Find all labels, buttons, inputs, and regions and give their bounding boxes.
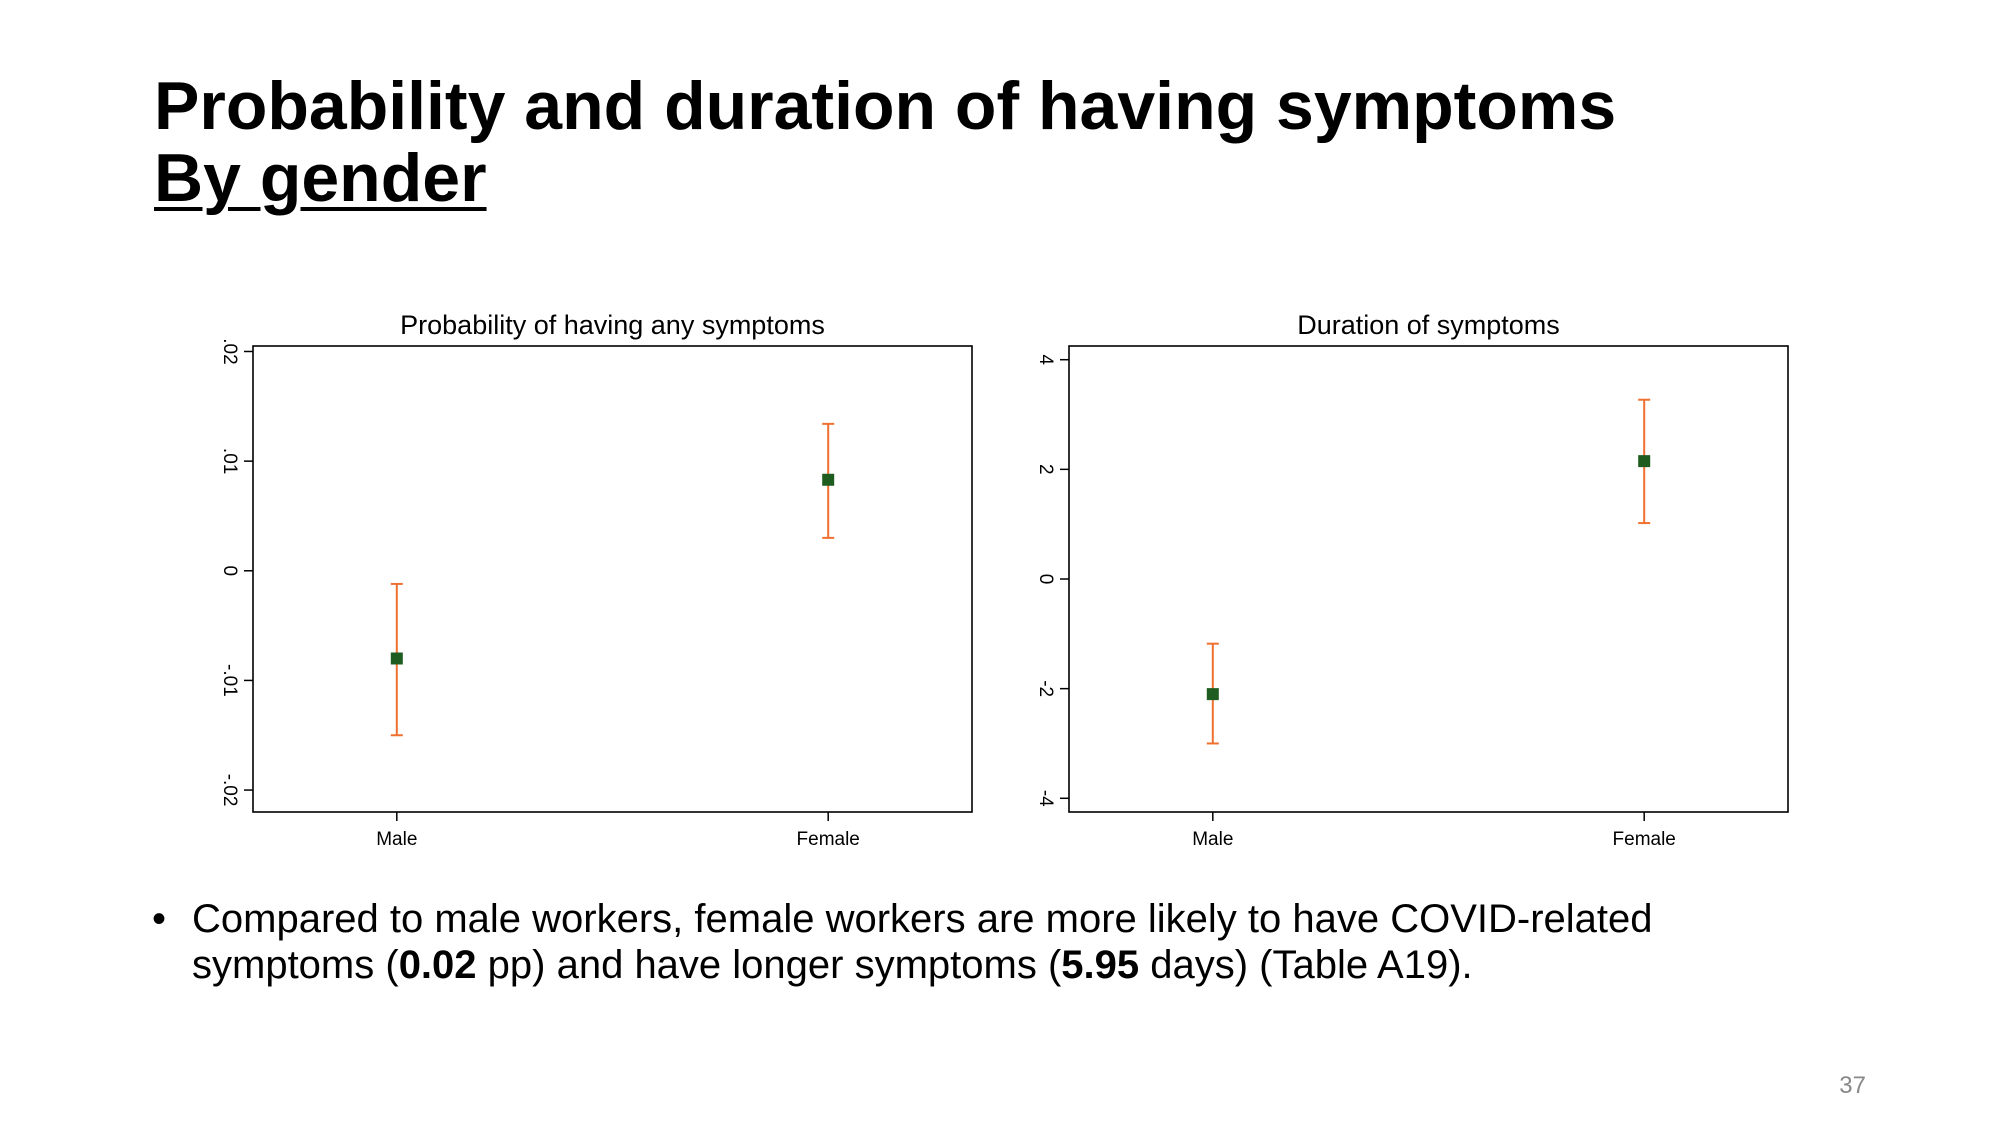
bullet-text-part-2: pp) and have longer symptoms ( <box>476 943 1062 987</box>
bullet-marker: • <box>152 897 167 941</box>
data-point <box>390 652 403 665</box>
bullet-text-part-1: Compared to male workers, female workers… <box>192 897 1653 987</box>
slide-subtitle: By gender <box>154 140 487 216</box>
x-tick-label: Male <box>376 829 417 850</box>
y-tick-label: 2 <box>1035 464 1056 475</box>
x-tick-label: Female <box>797 829 860 850</box>
plot-frame <box>1068 345 1789 813</box>
y-tick-label: -2 <box>1035 680 1056 697</box>
bullet-text-part-3: days) (Table A19). <box>1139 943 1473 987</box>
x-tick-label: Male <box>1192 829 1233 850</box>
y-tick-label: -.01 <box>219 664 240 697</box>
charts-container: Probability of having any symptoms -.02 -.… <box>219 310 1789 850</box>
y-tick-label: 4 <box>1035 354 1056 365</box>
plot-frame <box>252 345 973 813</box>
slide-title-block: Probability and duration of having sympt… <box>154 70 1616 214</box>
data-point <box>1206 688 1219 701</box>
chart-duration-symptoms: Duration of symptoms -4 -2 0 2 4 Male Female <box>1035 310 1789 850</box>
y-tick-label: .01 <box>219 448 240 474</box>
chart-title: Duration of symptoms <box>1297 310 1560 340</box>
chart-title: Probability of having any symptoms <box>400 310 825 340</box>
data-point <box>1638 455 1651 468</box>
y-tick-label: .02 <box>219 338 240 364</box>
y-tick-label: 0 <box>219 565 240 576</box>
slide-title: Probability and duration of having sympt… <box>154 68 1617 144</box>
page-number: 37 <box>1839 1072 1866 1099</box>
data-point <box>822 473 835 486</box>
chart-probability-symptoms: Probability of having any symptoms -.02 -.… <box>219 310 973 850</box>
bullet-bold-probability: 0.02 <box>398 943 477 987</box>
y-tick-label: -.02 <box>219 774 240 807</box>
bullet-text: Compared to male workers, female workers… <box>192 896 1792 988</box>
y-tick-label: 0 <box>1035 574 1056 585</box>
x-tick-label: Female <box>1613 829 1676 850</box>
bullet-bold-duration: 5.95 <box>1061 943 1140 987</box>
y-tick-label: -4 <box>1035 790 1056 807</box>
